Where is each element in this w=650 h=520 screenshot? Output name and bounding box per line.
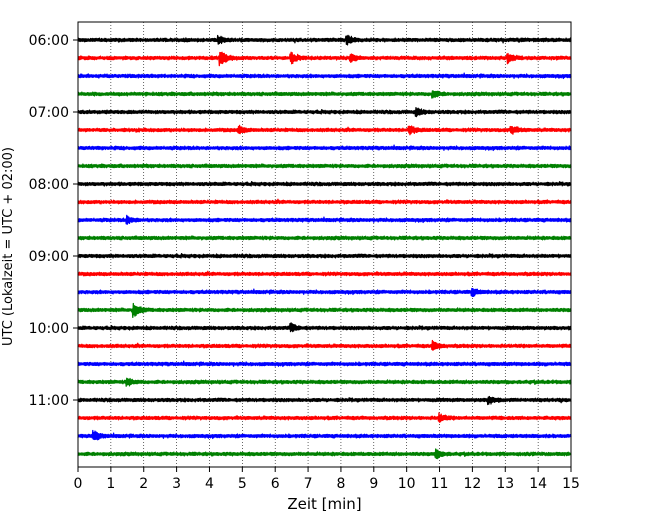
seismogram-trace bbox=[77, 360, 572, 368]
seismogram-trace bbox=[77, 429, 572, 441]
x-tick-label: 9 bbox=[369, 476, 378, 492]
grid-layer bbox=[110, 22, 539, 467]
seismogram-trace bbox=[77, 144, 572, 152]
seismogram-trace bbox=[77, 124, 572, 136]
seismogram-trace bbox=[77, 322, 572, 333]
x-tick-label: 13 bbox=[496, 476, 514, 492]
x-tick-label: 11 bbox=[431, 476, 449, 492]
seismogram-trace bbox=[77, 287, 572, 298]
x-tick-label: 4 bbox=[205, 476, 214, 492]
trace-layer bbox=[77, 34, 572, 460]
x-axis-label: Zeit [min] bbox=[287, 495, 361, 513]
y-tick-label: 09:00 bbox=[29, 249, 69, 265]
y-axis-ticks: 06:00 07:00 08:00 09:00 10:00 11:00 bbox=[29, 33, 78, 409]
x-tick-label: 14 bbox=[529, 476, 547, 492]
seismogram-trace bbox=[77, 339, 572, 351]
x-tick-label: 7 bbox=[304, 476, 313, 492]
x-tick-label: 12 bbox=[463, 476, 481, 492]
seismogram-trace bbox=[77, 51, 572, 67]
seismogram-trace bbox=[77, 270, 572, 277]
seismogram-trace bbox=[77, 235, 572, 241]
x-tick-label: 3 bbox=[172, 476, 181, 492]
x-tick-label: 15 bbox=[562, 476, 580, 492]
y-tick-label: 08:00 bbox=[29, 177, 69, 193]
y-axis-label: UTC (Lokalzeit = UTC + 02:00) bbox=[1, 147, 16, 346]
y-tick-label: 10:00 bbox=[29, 321, 69, 337]
x-tick-label: 8 bbox=[336, 476, 345, 492]
y-tick-label: 11:00 bbox=[29, 393, 69, 409]
x-tick-label: 1 bbox=[106, 476, 115, 492]
seismogram-trace bbox=[77, 198, 572, 205]
plot-frame bbox=[77, 21, 572, 468]
seismogram-trace bbox=[77, 448, 572, 460]
seismogram-trace bbox=[77, 302, 572, 319]
x-tick-label: 0 bbox=[74, 476, 83, 492]
seismogram-trace bbox=[77, 34, 572, 46]
seismogram-trace bbox=[77, 90, 572, 99]
seismogram-trace bbox=[77, 412, 572, 423]
seismogram-trace bbox=[77, 72, 572, 80]
x-tick-label: 6 bbox=[271, 476, 280, 492]
y-tick-label: 06:00 bbox=[29, 33, 69, 49]
seismogram-trace bbox=[77, 214, 572, 225]
seismogram-trace bbox=[77, 377, 572, 387]
y-tick-label: 07:00 bbox=[29, 105, 69, 121]
x-tick-label: 10 bbox=[398, 476, 416, 492]
x-tick-label: 2 bbox=[139, 476, 148, 492]
x-axis-ticks: 0 1 2 3 4 5 6 7 8 9 10 11 12 13 14 15 bbox=[74, 467, 580, 492]
seismogram-trace bbox=[77, 181, 572, 187]
seismogram-trace bbox=[77, 253, 572, 259]
seismogram-trace bbox=[77, 107, 572, 118]
seismogram-trace bbox=[77, 395, 572, 406]
seismogram-trace bbox=[77, 163, 572, 169]
x-tick-label: 5 bbox=[238, 476, 247, 492]
